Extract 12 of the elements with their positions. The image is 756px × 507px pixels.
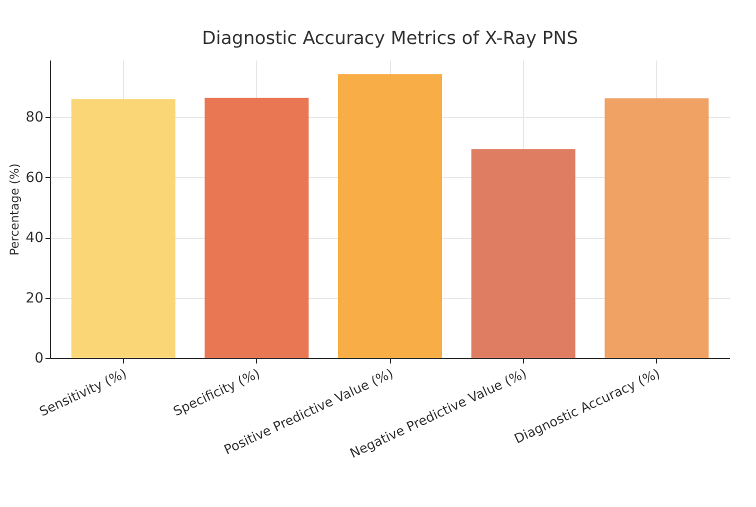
bar <box>604 98 709 358</box>
y-axis-title: Percentage (%) <box>8 163 22 256</box>
bar <box>71 99 176 358</box>
bar <box>471 149 576 358</box>
y-tick-label: 60 <box>26 170 44 186</box>
bar <box>204 98 309 358</box>
y-tick-label: 20 <box>26 290 44 306</box>
chart-title: Diagnostic Accuracy Metrics of X-Ray PNS <box>202 28 578 49</box>
y-tick-label: 40 <box>26 230 44 246</box>
bar <box>338 74 442 358</box>
y-tick-label: 0 <box>34 350 44 366</box>
y-tick-label: 80 <box>26 110 44 126</box>
